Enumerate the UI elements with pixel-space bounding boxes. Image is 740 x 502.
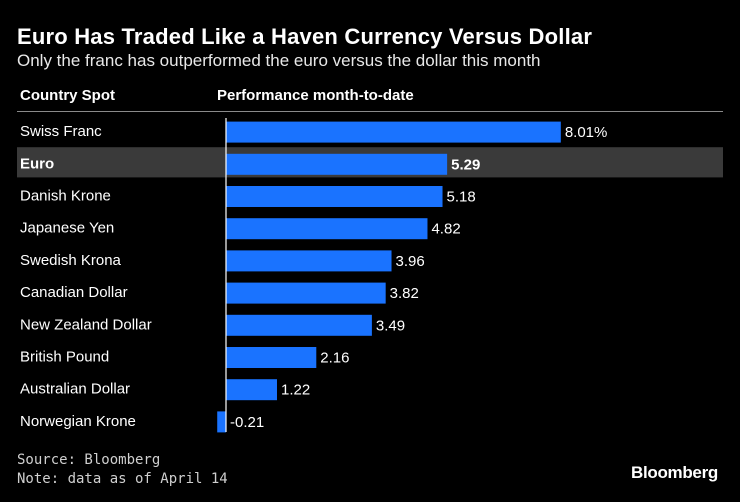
category-column-header: Country Spot [20, 87, 115, 104]
data-note: Note: data as of April 14 [17, 471, 228, 487]
bloomberg-logo: Bloomberg [630, 463, 718, 482]
value-label: 3.96 [396, 253, 425, 270]
bar [226, 218, 428, 240]
header-divider [17, 111, 723, 112]
value-label: 3.82 [390, 285, 419, 302]
category-label: British Pound [20, 348, 109, 365]
chart-subtitle: Only the franc has outperformed the euro… [17, 51, 541, 70]
value-label: 8.01% [565, 124, 608, 141]
bar [226, 314, 372, 336]
bar [217, 411, 226, 433]
value-label: 3.49 [376, 317, 405, 334]
chart-title: Euro Has Traded Like a Haven Currency Ve… [17, 24, 593, 49]
bar [226, 250, 392, 272]
source-note: Source: Bloomberg [17, 452, 161, 468]
bar [226, 379, 277, 401]
value-label: 2.16 [320, 349, 349, 366]
category-label: Australian Dollar [20, 381, 130, 398]
category-label: New Zealand Dollar [20, 316, 152, 333]
value-label: 5.29 [451, 156, 480, 173]
bar [226, 186, 443, 207]
category-label: Norwegian Krone [20, 413, 136, 430]
value-label: 4.82 [431, 221, 460, 238]
value-column-header: Performance month-to-date [217, 87, 414, 104]
bar [226, 153, 448, 175]
value-label: -0.21 [230, 414, 264, 431]
category-label: Japanese Yen [20, 220, 114, 237]
value-label: 1.22 [281, 382, 310, 399]
category-label: Canadian Dollar [20, 284, 128, 301]
bar [226, 347, 317, 368]
category-label: Swedish Krona [20, 252, 122, 269]
bar [226, 121, 561, 143]
category-label: Euro [20, 155, 54, 172]
bar [226, 282, 386, 304]
value-label: 5.18 [447, 188, 476, 205]
category-label: Swiss Franc [20, 123, 102, 140]
category-label: Danish Krone [20, 187, 111, 204]
